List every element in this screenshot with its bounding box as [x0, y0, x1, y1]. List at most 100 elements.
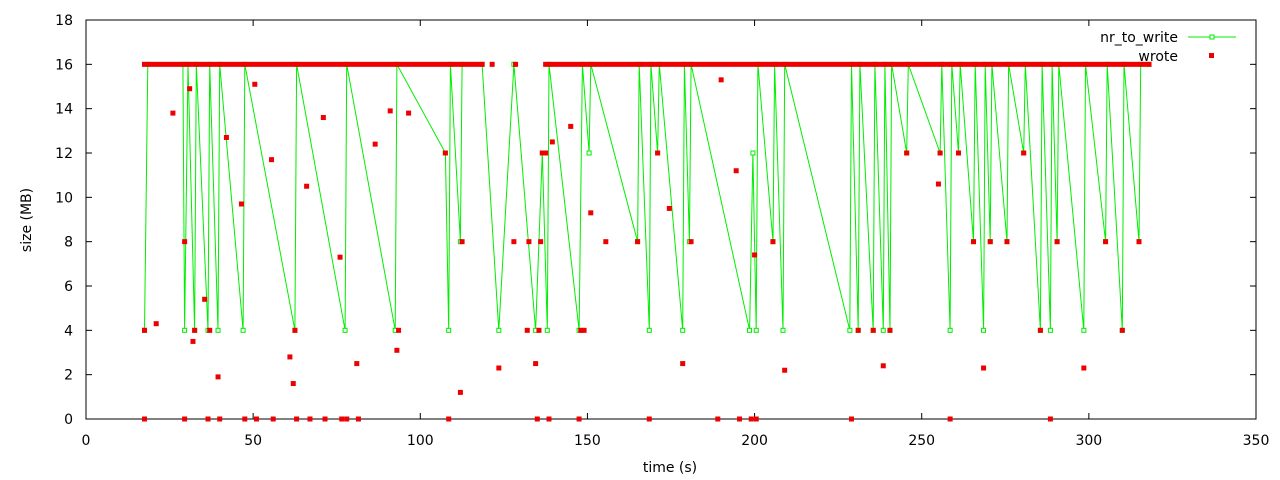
wrote-point: [442, 150, 448, 156]
wrote-point: [142, 327, 147, 333]
wrote-point: [1054, 239, 1060, 245]
nr-to-write-point: [240, 327, 246, 333]
nr-to-write-point: [342, 327, 348, 333]
wrote-point: [782, 367, 788, 373]
y-tick-label: 2: [64, 368, 73, 384]
wrote-point: [142, 416, 147, 422]
wrote-point: [406, 110, 412, 116]
wrote-point: [355, 416, 361, 422]
wrote-point: [870, 327, 876, 333]
wrote-point: [1103, 239, 1109, 245]
wrote-point: [372, 141, 378, 147]
wrote-point: [538, 239, 544, 245]
x-tick-label: 50: [244, 433, 262, 449]
wrote-point: [223, 134, 229, 140]
y-axis-label: size (MB): [19, 188, 35, 252]
nr-to-write-point: [646, 327, 652, 333]
wrote-point: [753, 416, 759, 422]
wrote-point: [855, 327, 861, 333]
x-tick-label: 200: [741, 433, 768, 449]
y-tick-label: 18: [55, 13, 73, 29]
x-tick-label: 250: [908, 433, 935, 449]
wrote-point: [880, 363, 886, 369]
wrote-point: [292, 327, 298, 333]
wrote-point: [646, 416, 652, 422]
wrote-point: [576, 416, 582, 422]
wrote-point: [887, 327, 893, 333]
y-tick-label: 6: [64, 279, 73, 295]
wrote-point: [1047, 416, 1053, 422]
wrote-point: [190, 338, 196, 344]
wrote-point: [1037, 327, 1043, 333]
wrote-point: [752, 252, 758, 258]
wrote-point: [215, 374, 221, 380]
y-tick-label: 16: [55, 57, 73, 73]
wrote-point: [170, 110, 176, 116]
axis-ticks: 0 50 100 150 200 250 300 350 0 2 4 6 8 10 12 14 16 18: [55, 13, 1269, 449]
nr-to-write-point: [182, 327, 188, 333]
wrote-point: [655, 150, 661, 156]
plot-frame: [85, 19, 1257, 420]
wrote-point: [513, 61, 519, 67]
wrote-point: [387, 108, 393, 114]
wrote-point: [489, 61, 495, 67]
wrote-point: [205, 416, 211, 422]
nr-to-write-point: [750, 150, 756, 156]
wrote-point: [187, 86, 193, 92]
wrote-point: [680, 361, 686, 367]
y-tick-label: 0: [64, 412, 73, 428]
wrote-point: [304, 183, 310, 189]
wrote-point: [496, 365, 502, 371]
wrote-point: [182, 239, 188, 245]
nr-to-write-point: [446, 327, 452, 333]
wrote-point: [269, 157, 275, 163]
wrote-point: [733, 168, 739, 174]
wrote-point: [737, 416, 743, 422]
wrote-point: [344, 416, 350, 422]
nr-to-write-point: [780, 327, 786, 333]
wrote-point: [354, 361, 360, 367]
wrote-point: [242, 416, 248, 422]
wrote-point: [981, 365, 987, 371]
wrote-point: [715, 416, 721, 422]
nr-to-write-point: [544, 327, 550, 333]
wrote-point: [290, 381, 296, 387]
wrote-point: [1119, 327, 1125, 333]
nr-to-write-point: [753, 327, 759, 333]
wrote-point: [546, 416, 552, 422]
wrote-point: [955, 150, 961, 156]
wrote-point: [539, 150, 545, 156]
y-tick-label: 8: [64, 235, 73, 251]
wrote-point: [1136, 239, 1142, 245]
nr-to-write-point: [747, 327, 753, 333]
x-tick-label: 150: [574, 433, 601, 449]
wrote-point: [543, 150, 549, 156]
nr-to-write-point: [1081, 327, 1087, 333]
nr-to-write-point: [947, 327, 953, 333]
wrote-point-run: [142, 61, 485, 67]
wrote-point: [536, 327, 542, 333]
nr-to-write-line: [144, 62, 1149, 331]
wrote-point: [270, 416, 276, 422]
wrote-point: [987, 239, 993, 245]
legend: nr_to_write wrote: [1100, 30, 1236, 65]
y-tick-label: 4: [64, 323, 73, 339]
wrote-point-run: [543, 61, 1152, 67]
wrote-point: [635, 239, 641, 245]
legend-label-wrote: wrote: [1138, 49, 1178, 65]
wrote-point: [238, 201, 244, 207]
wrote-point: [666, 205, 672, 211]
x-tick-label: 300: [1075, 433, 1102, 449]
wrote-point: [534, 416, 540, 422]
wrote-point: [568, 123, 574, 129]
wrote-point: [1081, 365, 1087, 371]
nr-to-write-point: [880, 327, 886, 333]
wrote-point: [339, 416, 345, 422]
wrote-point: [320, 115, 326, 121]
wrote-point: [153, 321, 159, 327]
y-tick-label: 12: [55, 146, 73, 162]
x-tick-label: 0: [82, 433, 91, 449]
y-tick-label: 14: [55, 102, 73, 118]
wrote-point: [533, 361, 539, 367]
